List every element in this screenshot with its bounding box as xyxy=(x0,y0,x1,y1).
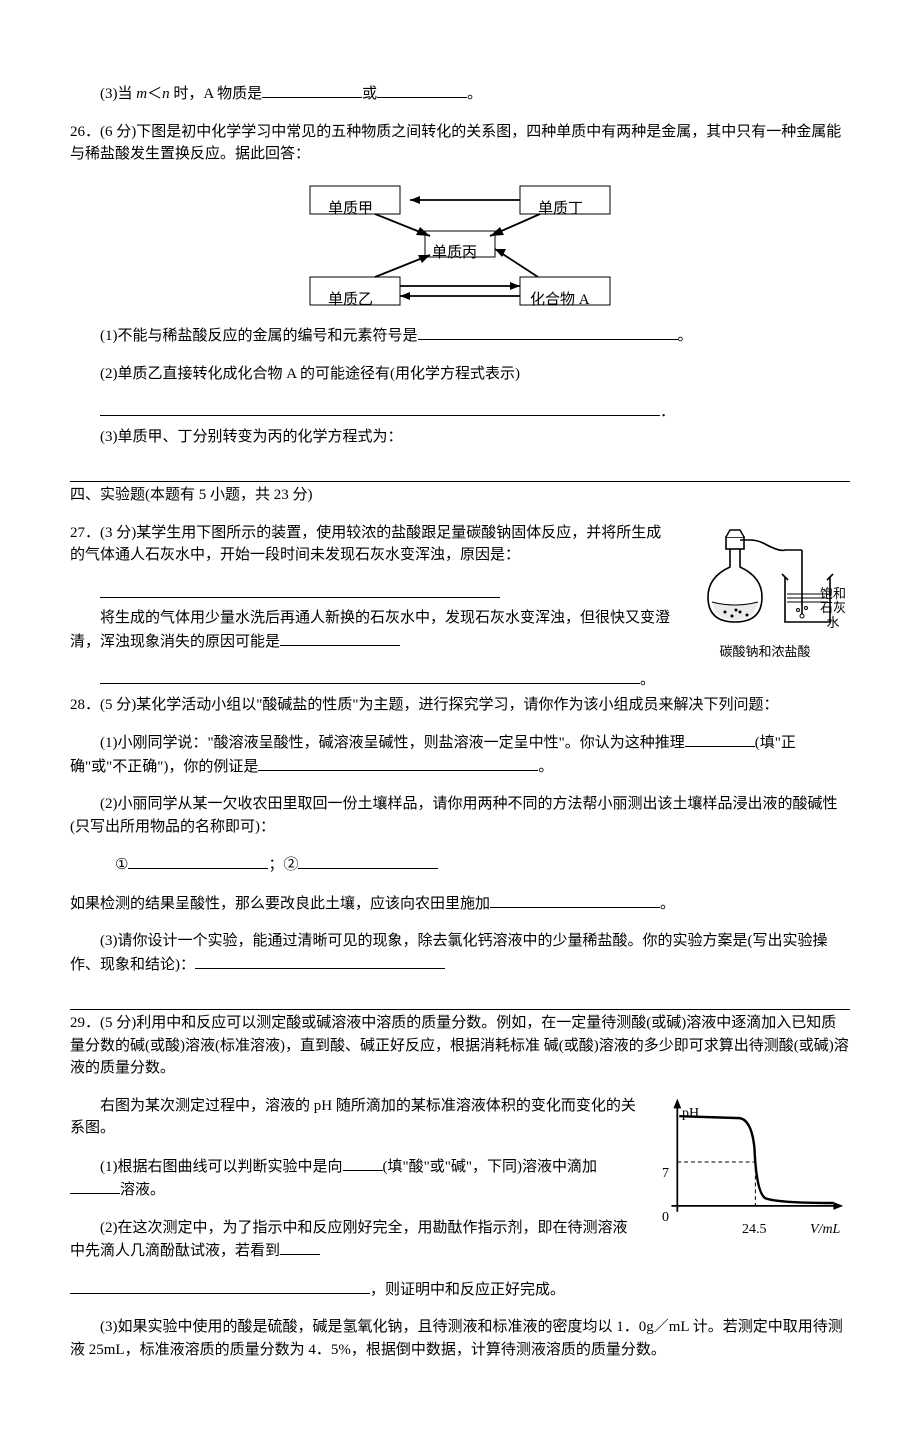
box-bing: 单质丙 xyxy=(432,242,477,265)
q26-diagram: 单质甲 单质丁 单质丙 单质乙 化合物 A xyxy=(270,181,650,319)
blank[interactable] xyxy=(70,1278,370,1294)
ylabel: pH xyxy=(682,1103,699,1124)
blank[interactable] xyxy=(343,1155,383,1171)
blank[interactable] xyxy=(298,853,438,869)
blank[interactable] xyxy=(258,755,538,771)
q28-intro: 28．(5 分)某化学活动小组以"酸碱盐的性质"为主题，进行探究学习，请你作为该… xyxy=(70,694,850,717)
t: (3)单质甲、丁分别转变为丙的化学方程式为： xyxy=(100,429,403,445)
num: 29． xyxy=(70,1015,100,1031)
box-yi: 单质乙 xyxy=(328,289,373,312)
end: 。 xyxy=(678,328,693,344)
t: (3)请你设计一个实验，能通过清晰可见的现象，除去氯化钙溶液中的少量稀盐酸。你的… xyxy=(70,933,828,973)
q26-p3: (3)单质甲、丁分别转变为丙的化学方程式为： xyxy=(70,426,850,449)
pre: ① xyxy=(115,857,128,873)
a: (2)在这次测定中，为了指示中和反应刚好完全，用勘酞作指示剂，即在待测溶液中先滴… xyxy=(70,1220,628,1260)
q29-p2b: ，则证明中和反应正好完成。 xyxy=(70,1278,850,1302)
blank[interactable] xyxy=(490,892,660,908)
q26-p2-blank: ． xyxy=(70,400,850,424)
end: 。 xyxy=(640,672,655,688)
var-m: m xyxy=(136,86,147,102)
t: (2)单质乙直接转化成化合物 A 的可能途径有(用化学方程式表示) xyxy=(100,366,520,382)
blank[interactable] xyxy=(280,630,400,646)
or: 或 xyxy=(362,86,377,102)
q27-blank2: 。 xyxy=(70,668,850,692)
label-right: 饱和石灰水 xyxy=(818,587,848,630)
q29-graph: pH 7 0 24.5 V/mL xyxy=(650,1095,850,1238)
pts: (3 分) xyxy=(100,525,136,541)
q28-p2b: ① ；② xyxy=(70,853,850,877)
q29-intro: 29．(5 分)利用中和反应可以测定酸或碱溶液中溶质的质量分数。例如，在一定量待… xyxy=(70,1012,850,1080)
q26-p1: (1)不能与稀盐酸反应的金属的编号和元素符号是 。 xyxy=(70,324,850,348)
q29-p3: (3)如果实验中使用的酸是硫酸，碱是氢氧化钠，且待测液和标准液的密度均以 1．0… xyxy=(70,1316,850,1361)
box-jia: 单质甲 xyxy=(328,198,373,221)
mid: ；② xyxy=(268,857,298,873)
q27: 饱和石灰水 碳酸钠和浓盐酸 27．(3 分)某学生用下图所示的装置，使用较浓的盐… xyxy=(70,522,850,692)
blank[interactable] xyxy=(418,324,678,340)
y0: 0 xyxy=(662,1207,669,1228)
t: (1)不能与稀盐酸反应的金属的编号和元素符号是 xyxy=(100,328,418,344)
blank[interactable] xyxy=(70,1178,120,1194)
blank[interactable] xyxy=(685,731,755,747)
intro: 下图是初中化学学习中常见的五种物质之间转化的关系图，四种单质中有两种是金属，其中… xyxy=(70,124,841,163)
blank[interactable] xyxy=(262,82,362,98)
q28-p3-blank[interactable] xyxy=(70,991,850,1010)
t: 某学生用下图所示的装置，使用较浓的盐酸跟足量碳酸钠固体反应，并将所生成的气体通人… xyxy=(70,525,661,564)
blank[interactable] xyxy=(377,82,467,98)
num: 28． xyxy=(70,697,100,713)
pts: (5 分) xyxy=(100,697,136,713)
period: 。 xyxy=(467,86,482,102)
text: (3)当 xyxy=(100,86,136,102)
a: (1)根据右图曲线可以判断实验中是向 xyxy=(100,1159,343,1175)
q26-p2: (2)单质乙直接转化成化合物 A 的可能途径有(用化学方程式表示) xyxy=(70,363,850,386)
t: 如果检测的结果呈酸性，那么要改良此土壤，应该向农田里施加 xyxy=(70,896,490,912)
q28-p2a: (2)小丽同学从某一欠收农田里取回一份土壤样品，请你用两种不同的方法帮小丽测出该… xyxy=(70,793,850,838)
end: 。 xyxy=(660,896,675,912)
t: 利用中和反应可以测定酸或碱溶液中溶质的质量分数。例如，在一定量待测酸(或碱)溶液… xyxy=(70,1015,849,1076)
t: (2)小丽同学从某一欠收农田里取回一份土壤样品，请你用两种不同的方法帮小丽测出该… xyxy=(70,796,838,835)
a: (1)小刚同学说："酸溶液呈酸性，碱溶液呈碱性，则盐溶液一定呈中性"。你认为这种… xyxy=(100,735,685,751)
q28-p2c: 如果检测的结果呈酸性，那么要改良此土壤，应该向农田里施加 。 xyxy=(70,892,850,916)
pts: (6 分) xyxy=(100,124,136,140)
pts: (5 分) xyxy=(100,1015,136,1031)
blank[interactable] xyxy=(280,1239,320,1255)
c: 溶液。 xyxy=(120,1182,165,1198)
end: ． xyxy=(660,404,675,420)
lt: ＜ xyxy=(147,86,162,102)
blank[interactable] xyxy=(100,400,660,416)
text2: 时，A 物质是 xyxy=(170,86,263,102)
blank[interactable] xyxy=(100,582,500,598)
num: 26． xyxy=(70,124,100,140)
x245: 24.5 xyxy=(742,1219,767,1240)
q25-part3: (3)当 m＜n 时，A 物质是 或 。 xyxy=(70,82,850,106)
section4-heading: 四、实验题(本题有 5 小题，共 23 分) xyxy=(70,484,850,507)
blank[interactable] xyxy=(195,953,445,969)
blank[interactable] xyxy=(100,668,640,684)
y7: 7 xyxy=(662,1163,669,1184)
var-n: n xyxy=(162,86,170,102)
b: ，则证明中和反应正好完成。 xyxy=(370,1282,565,1298)
q29: 29．(5 分)利用中和反应可以测定酸或碱溶液中溶质的质量分数。例如，在一定量待… xyxy=(70,1012,850,1376)
label-bottom: 碳酸钠和浓盐酸 xyxy=(680,642,850,662)
q28-p1: (1)小刚同学说："酸溶液呈酸性，碱溶液呈碱性，则盐溶液一定呈中性"。你认为这种… xyxy=(70,731,850,778)
q26-p3-blank[interactable] xyxy=(70,463,850,482)
box-ding: 单质丁 xyxy=(538,198,583,221)
blank[interactable] xyxy=(128,853,268,869)
num: 27． xyxy=(70,525,100,541)
q27-figure: 饱和石灰水 碳酸钠和浓盐酸 xyxy=(680,522,850,662)
ph-svg xyxy=(650,1095,850,1230)
q28-p3: (3)请你设计一个实验，能通过清晰可见的现象，除去氯化钙溶液中的少量稀盐酸。你的… xyxy=(70,930,850,976)
box-a: 化合物 A xyxy=(530,289,590,312)
t: 某化学活动小组以"酸碱盐的性质"为主题，进行探究学习，请你作为该小组成员来解决下… xyxy=(136,697,778,713)
q26-intro: 26．(6 分)下图是初中化学学习中常见的五种物质之间转化的关系图，四种单质中有… xyxy=(70,121,850,166)
xlabel: V/mL xyxy=(810,1219,840,1240)
end: 。 xyxy=(538,759,553,775)
b: (填"酸"或"碱"，下同)溶液中滴加 xyxy=(383,1159,597,1175)
